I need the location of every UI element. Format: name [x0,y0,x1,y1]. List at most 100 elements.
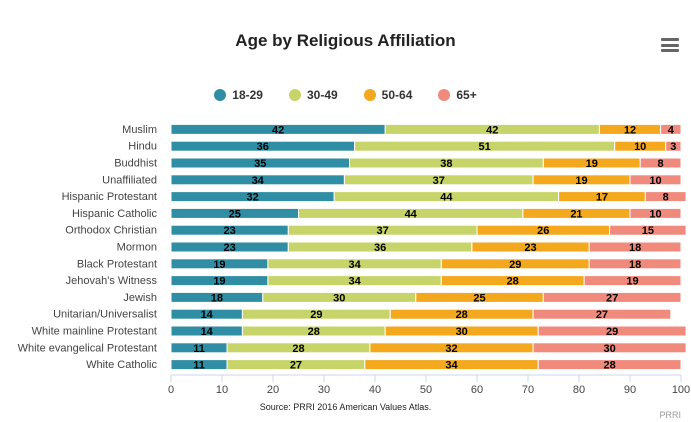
data-label: 19 [626,276,638,288]
category-label: Hispanic Protestant [62,191,157,203]
legend-item-30-49[interactable]: 30-49 [288,88,338,102]
data-label: 12 [624,124,636,136]
data-label: 42 [272,124,284,136]
data-label: 28 [292,343,304,355]
data-label: 19 [213,259,225,271]
x-tick-label: 90 [624,384,636,396]
chart-credits[interactable]: PRRI [659,410,681,420]
category-label: Mormon [117,242,157,254]
data-label: 8 [663,192,669,204]
data-label: 34 [252,175,265,187]
data-label: 36 [257,141,269,153]
data-label: 34 [348,259,361,271]
data-label: 32 [445,343,457,355]
x-tick-label: 50 [420,384,432,396]
bar-segment[interactable] [583,275,682,287]
legend-label: 65+ [456,88,477,102]
legend-swatch [214,89,227,101]
bar-segment[interactable] [542,291,682,303]
category-label: Jehovah's Witness [66,275,158,287]
data-label: 28 [308,326,320,338]
x-tick-label: 80 [573,384,585,396]
data-label: 27 [596,309,608,321]
legend-label: 18-29 [232,88,263,102]
data-label: 37 [433,175,445,187]
menu-icon-bar [661,49,679,52]
data-label: 18 [629,242,641,254]
bar-segment[interactable] [537,325,687,337]
category-label: Orthodox Christian [65,225,157,237]
chart-menu-button[interactable] [661,38,679,52]
menu-icon-bar [661,43,679,47]
legend-item-65+[interactable]: 65+ [438,88,477,102]
data-label: 8 [658,158,664,170]
legend-label: 30-49 [306,88,338,102]
bar-segment[interactable] [639,157,682,169]
bar-segment[interactable] [665,140,682,152]
data-label: 23 [524,242,536,254]
data-label: 10 [649,208,661,220]
chart-legend: 18-29 30-49 50-64 65+ [0,88,691,102]
data-label: 3 [670,141,676,153]
category-label: Unaffiliated [102,174,157,186]
data-label: 11 [193,360,205,372]
data-label: 14 [201,309,214,321]
data-label: 4 [668,124,675,136]
x-tick-label: 0 [168,384,174,396]
bar-segment[interactable] [629,174,682,186]
bar-segment[interactable] [609,224,687,236]
legend-item-18-29[interactable]: 18-29 [214,88,263,102]
data-label: 29 [509,259,521,271]
chart-title: Age by Religious Affiliation [235,31,456,50]
bar-segment[interactable] [660,123,682,135]
bar-segment[interactable] [588,258,682,270]
data-label: 29 [606,326,618,338]
x-tick-label: 40 [369,384,381,396]
bar-segment[interactable] [629,207,682,219]
bar-segment[interactable] [532,342,687,354]
data-label: 19 [575,175,587,187]
data-label: 27 [606,292,618,304]
data-label: 35 [254,158,266,170]
category-label: White Catholic [86,359,157,371]
bar-segment[interactable] [588,241,682,253]
data-label: 10 [634,141,646,153]
data-label: 19 [213,276,225,288]
data-label: 51 [479,141,491,153]
bar-segment[interactable] [532,308,672,320]
data-label: 32 [246,192,258,204]
data-label: 15 [642,225,654,237]
category-label: Muslim [122,124,157,136]
legend-swatch [438,89,451,101]
data-label: 28 [456,309,468,321]
data-label: 44 [405,208,418,220]
data-label: 21 [570,208,582,220]
data-label: 23 [224,225,236,237]
data-label: 36 [374,242,386,254]
bar-segment[interactable] [644,191,687,203]
category-label: Hispanic Catholic [72,208,157,220]
data-label: 30 [333,292,345,304]
x-tick-label: 20 [267,384,279,396]
data-label: 37 [377,225,389,237]
x-tick-label: 10 [216,384,228,396]
data-label: 34 [445,360,458,372]
x-tick-label: 30 [318,384,330,396]
data-label: 42 [486,124,498,136]
data-label: 11 [193,343,205,355]
legend-item-50-64[interactable]: 50-64 [363,88,412,102]
data-label: 10 [649,175,661,187]
category-label: Hindu [128,141,157,153]
bar-segment[interactable] [537,359,682,371]
x-tick-label: 60 [471,384,483,396]
data-label: 30 [456,326,468,338]
x-tick-label: 100 [672,384,690,396]
legend-swatch [363,89,376,101]
category-label: Jewish [123,292,157,304]
data-label: 14 [201,326,214,338]
data-label: 18 [211,292,223,304]
data-label: 28 [507,276,519,288]
data-label: 27 [290,360,302,372]
data-label: 44 [440,192,453,204]
